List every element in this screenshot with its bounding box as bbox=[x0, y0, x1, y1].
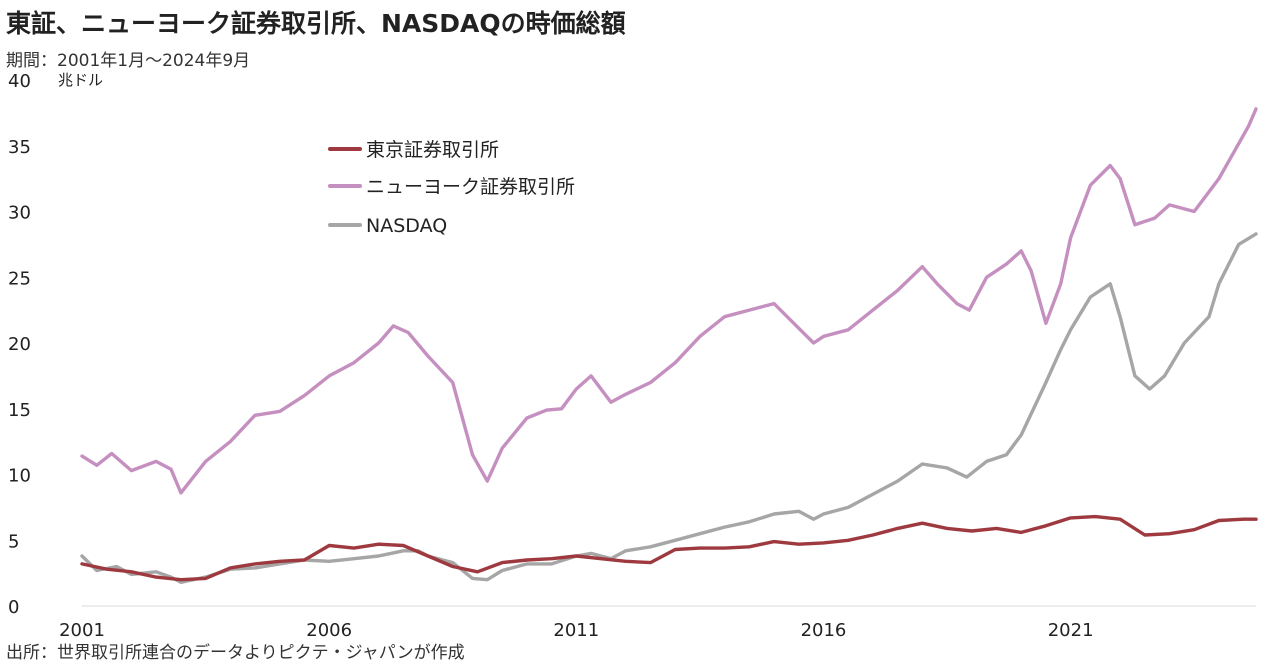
x-tick-label: 2001 bbox=[59, 620, 105, 641]
series-line bbox=[80, 107, 1258, 495]
chart-subtitle: 期間：2001年1月〜2024年9月 bbox=[6, 51, 251, 71]
y-tick-label: 40 bbox=[8, 71, 31, 92]
legend-label: NASDAQ bbox=[366, 215, 447, 237]
y-tick-label: 10 bbox=[8, 466, 31, 487]
series-line bbox=[80, 232, 1258, 584]
y-tick-label: 15 bbox=[8, 400, 31, 421]
axis-layer: 0 5 10 15 20 25 30 35 40 兆ドル 2001 2006 2011 2016 2021 bbox=[8, 71, 1256, 641]
series-line bbox=[80, 514, 1258, 582]
legend-label: 東京証券取引所 bbox=[366, 139, 499, 161]
x-tick-label: 2011 bbox=[553, 620, 599, 641]
x-tick-label: 2016 bbox=[801, 620, 847, 641]
y-tick-label: 30 bbox=[8, 203, 31, 224]
legend-label: ニューヨーク証券取引所 bbox=[366, 176, 575, 198]
y-tick-label: 20 bbox=[8, 334, 31, 355]
y-tick-label: 25 bbox=[8, 268, 31, 289]
source-note: 出所：世界取引所連合のデータよりピクテ・ジャパンが作成 bbox=[6, 643, 465, 663]
y-tick-label: 0 bbox=[8, 597, 19, 618]
y-tick-label: 5 bbox=[8, 531, 19, 552]
y-axis-unit: 兆ドル bbox=[58, 71, 103, 89]
x-tick-label: 2021 bbox=[1048, 620, 1094, 641]
series-layer bbox=[80, 107, 1258, 584]
chart-title: 東証、ニューヨーク証券取引所、NASDAQの時価総額 bbox=[6, 9, 626, 38]
y-tick-label: 35 bbox=[8, 137, 31, 158]
x-tick-label: 2006 bbox=[306, 620, 352, 641]
